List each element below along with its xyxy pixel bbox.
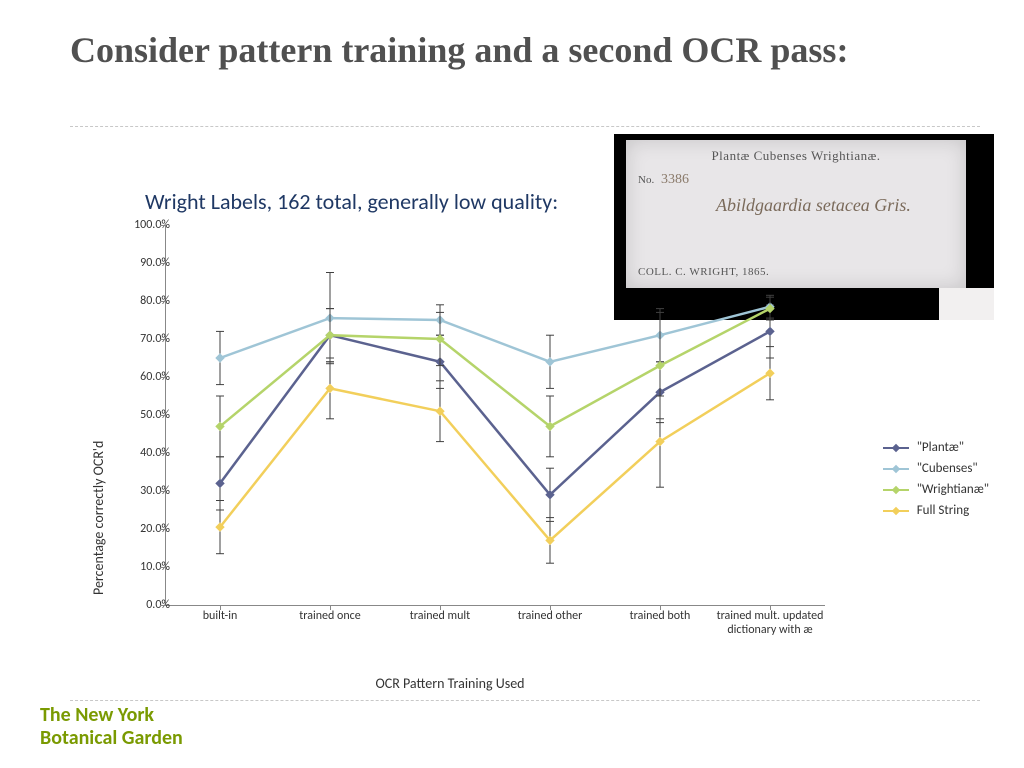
slide-title: Consider pattern training and a second O… (70, 30, 950, 71)
legend-label: "Wrightianæ" (917, 482, 989, 497)
plot-area (165, 225, 825, 605)
legend: "Plantæ" "Cubenses" "Wrightianæ" Full Strin… (883, 440, 989, 524)
line-chart: Percentage correctly OCR'd 0.0%10.0%20.0… (60, 225, 840, 655)
inset-no-value: 3386 (661, 172, 689, 187)
slide: Consider pattern training and a second O… (0, 0, 1024, 768)
inset-header: Plantæ Cubenses Wrightianæ. (626, 148, 966, 164)
chart-subtitle: Wright Labels, 162 total, generally low … (145, 188, 558, 215)
legend-label: Full String (917, 503, 970, 518)
legend-item: "Cubenses" (883, 461, 989, 476)
inset-no-label: No. (638, 174, 654, 186)
footer-brand: The New York Botanical Garden (40, 704, 183, 750)
inset-script: Abildgaardia setacea Gris. (716, 195, 911, 216)
divider-top (70, 126, 980, 127)
legend-item: Full String (883, 503, 989, 518)
footer-line1: The New York (40, 704, 183, 727)
plot-svg (165, 225, 825, 605)
x-tick-label: trained once (275, 610, 385, 624)
x-tick-label: trained both (605, 610, 715, 624)
x-tick-label: trained other (495, 610, 605, 624)
legend-label: "Plantæ" (917, 440, 964, 455)
y-axis-label: Percentage correctly OCR'd (90, 441, 107, 595)
legend-item: "Plantæ" (883, 440, 989, 455)
x-tick-label: trained mult (385, 610, 495, 624)
divider-bottom (70, 700, 980, 701)
legend-item: "Wrightianæ" (883, 482, 989, 497)
x-tick-label: trained mult. updated dictionary with æ (715, 610, 825, 638)
x-axis-label: OCR Pattern Training Used (60, 675, 840, 692)
x-axis-line (165, 605, 825, 606)
x-tick-label: built-in (165, 610, 275, 624)
footer-line2: Botanical Garden (40, 727, 183, 750)
legend-label: "Cubenses" (917, 461, 978, 476)
